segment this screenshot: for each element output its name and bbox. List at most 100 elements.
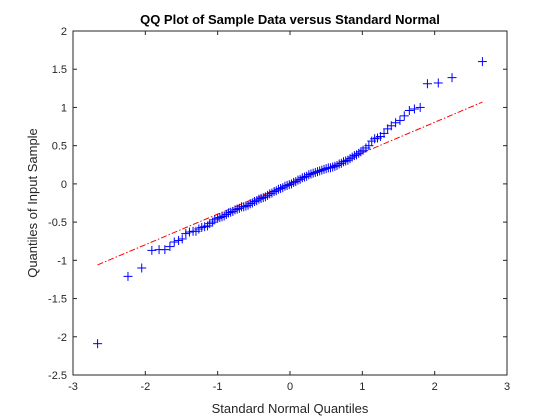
data-point <box>317 165 327 175</box>
y-axis-label: Quantiles of Input Sample <box>25 128 40 278</box>
data-point <box>341 156 351 166</box>
data-point <box>321 164 331 174</box>
data-point <box>289 177 299 187</box>
data-point <box>433 78 443 88</box>
data-point <box>302 171 312 181</box>
data-point <box>280 181 290 191</box>
data-point <box>409 104 419 114</box>
data-point <box>93 339 103 349</box>
data-point <box>339 157 349 167</box>
plot-area <box>72 30 508 376</box>
data-point <box>286 179 296 189</box>
data-point <box>326 163 336 173</box>
data-point <box>379 128 389 138</box>
data-point <box>250 196 260 206</box>
y-tick-label: 2 <box>61 26 67 38</box>
y-tick-label: 1 <box>61 102 67 114</box>
data-point <box>213 213 223 223</box>
data-point <box>291 177 301 187</box>
data-point <box>247 198 257 208</box>
data-point <box>169 237 179 247</box>
data-point <box>252 196 262 206</box>
data-point <box>267 188 277 198</box>
data-point <box>306 169 316 179</box>
data-point <box>276 183 286 193</box>
data-point <box>217 212 227 222</box>
y-tick-label: -0.5 <box>48 217 67 229</box>
data-point <box>422 79 432 89</box>
data-point <box>265 189 275 199</box>
data-point <box>208 217 218 227</box>
x-tick-label: -3 <box>68 381 78 393</box>
data-point <box>347 152 357 162</box>
data-point <box>477 57 487 67</box>
y-tick-label: 1.5 <box>52 64 67 76</box>
data-point <box>356 147 366 157</box>
data-point <box>293 175 303 185</box>
data-point <box>297 173 307 183</box>
data-point <box>230 205 240 215</box>
data-point <box>174 235 184 245</box>
y-tick-label: 0.5 <box>52 141 67 153</box>
data-point <box>226 207 236 217</box>
data-point <box>295 174 305 184</box>
data-point <box>254 194 264 204</box>
data-point <box>312 167 322 177</box>
data-point <box>239 202 249 212</box>
data-point <box>308 168 318 178</box>
data-point <box>447 73 457 83</box>
x-axis: -3 -2 -1 0 1 2 3 <box>68 31 510 393</box>
data-point <box>399 111 409 121</box>
data-point <box>282 180 292 190</box>
data-point <box>243 200 253 210</box>
data-point <box>284 180 294 190</box>
data-point <box>349 151 359 161</box>
data-point <box>310 167 320 177</box>
y-axis: -2.5 -2 -1.5 -1 -0.5 0 0.5 1 1.5 2 <box>48 26 507 382</box>
x-tick-label: -2 <box>140 381 150 393</box>
data-point <box>263 190 273 200</box>
data-point <box>181 229 191 239</box>
x-axis-label: Standard Normal Quantiles <box>212 401 369 416</box>
x-tick-label: -1 <box>213 381 223 393</box>
x-tick-label: 0 <box>287 381 293 393</box>
data-point <box>228 206 238 216</box>
x-tick-label: 1 <box>359 381 365 393</box>
data-point <box>299 172 309 182</box>
chart-title: QQ Plot of Sample Data versus Standard N… <box>140 12 440 27</box>
data-point <box>395 115 405 125</box>
data-point <box>391 118 401 128</box>
data-point <box>147 245 157 255</box>
data-point <box>232 204 242 214</box>
data-point <box>256 193 266 203</box>
data-point <box>269 187 279 197</box>
y-tick-label: -2 <box>57 332 67 344</box>
data-point <box>404 106 414 116</box>
data-point <box>332 161 342 171</box>
data-point <box>137 263 147 273</box>
data-point <box>319 164 329 174</box>
y-tick-label: 0 <box>61 179 67 191</box>
data-point <box>336 158 346 168</box>
data-point <box>215 213 225 223</box>
data-point <box>203 221 213 231</box>
data-point <box>123 271 133 281</box>
data-point <box>315 166 325 176</box>
data-point <box>165 242 175 252</box>
data-point <box>328 162 338 172</box>
y-tick-label: -1.5 <box>48 294 67 306</box>
y-tick-label: -1 <box>57 255 67 267</box>
data-point <box>221 209 231 219</box>
data-point <box>245 199 255 209</box>
y-tick-label: -2.5 <box>48 370 67 382</box>
data-point <box>160 245 170 255</box>
data-point <box>271 186 281 196</box>
x-tick-label: 3 <box>504 381 510 393</box>
data-point <box>304 170 314 180</box>
data-point <box>273 184 283 194</box>
data-point <box>224 208 234 218</box>
data-point <box>334 159 344 169</box>
data-point <box>241 201 251 211</box>
data-point <box>177 234 187 244</box>
